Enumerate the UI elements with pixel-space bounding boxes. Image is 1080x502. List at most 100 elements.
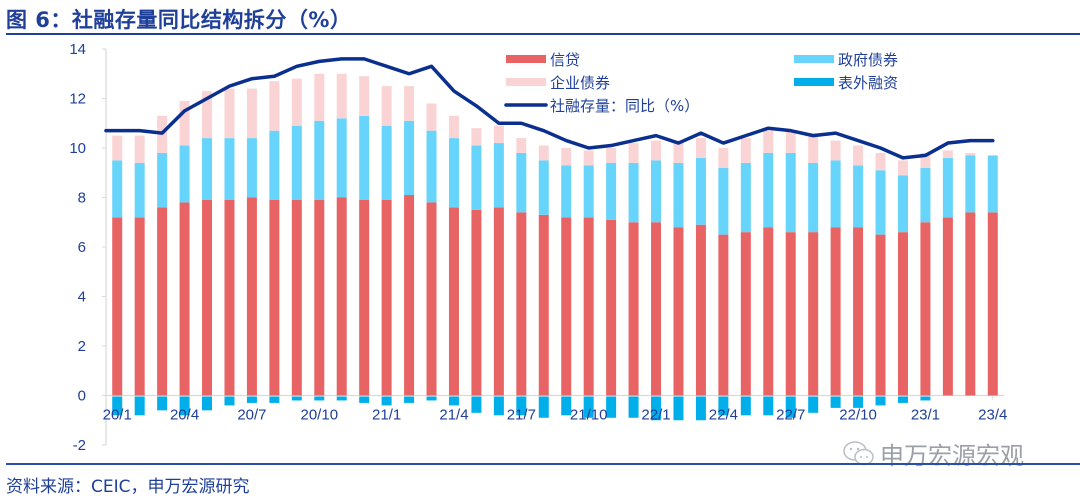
source-note: 资料来源：CEIC，申万宏源研究	[6, 477, 250, 497]
x-tick-label: 21/7	[507, 407, 536, 424]
bar-off-balance	[202, 396, 213, 411]
bar-gov-bonds	[448, 138, 459, 208]
bar-gov-bonds	[651, 160, 662, 223]
bar-corp-bonds	[246, 88, 257, 139]
x-tick-label: 20/7	[237, 407, 266, 424]
bar-corp-bonds	[404, 86, 415, 121]
legend-swatch-gov_bonds	[794, 55, 834, 63]
bar-off-balance	[740, 396, 751, 416]
legend-label-off_balance: 表外融资	[838, 74, 898, 92]
bar-credit	[404, 195, 415, 396]
bar-off-balance	[763, 396, 774, 416]
bar-corp-bonds	[561, 148, 572, 166]
bar-gov-bonds	[718, 167, 729, 235]
bar-gov-bonds	[942, 157, 953, 218]
bar-corp-bonds	[651, 140, 662, 161]
bar-off-balance	[179, 396, 190, 416]
bar-corp-bonds	[134, 135, 145, 163]
bar-gov-bonds	[359, 115, 370, 200]
chart-line-layer	[104, 57, 995, 160]
bar-corp-bonds	[942, 150, 953, 158]
legend-label-corp_bonds: 企业债券	[550, 74, 610, 92]
bar-off-balance	[448, 396, 459, 406]
bar-corp-bonds	[606, 148, 617, 163]
bar-credit	[426, 202, 437, 396]
y-tick-label: 14	[69, 41, 86, 58]
bar-off-balance	[134, 396, 145, 416]
bar-gov-bonds	[673, 162, 684, 228]
bar-credit	[718, 234, 729, 396]
bar-gov-bonds	[157, 152, 168, 208]
x-tick-label: 23/4	[978, 407, 1007, 424]
bar-credit	[336, 197, 347, 396]
y-tick-label: 2	[78, 338, 86, 355]
bar-off-balance	[673, 396, 684, 421]
y-tick-label: -2	[73, 437, 86, 454]
bar-corp-bonds	[112, 135, 123, 161]
bar-corp-bonds	[493, 125, 504, 144]
y-tick-label: 4	[78, 289, 86, 306]
bar-gov-bonds	[987, 155, 998, 213]
bar-corp-bonds	[224, 88, 235, 139]
bar-credit	[314, 199, 325, 396]
bar-gov-bonds	[381, 125, 392, 200]
bar-corp-bonds	[471, 128, 482, 146]
title-divider	[6, 33, 1080, 35]
bar-off-balance	[157, 396, 168, 411]
bar-off-balance	[651, 396, 662, 421]
bar-corp-bonds	[695, 138, 706, 158]
bar-gov-bonds	[179, 145, 190, 203]
bar-credit	[965, 212, 976, 396]
bar-credit	[830, 227, 841, 396]
y-tick-label: 0	[78, 388, 86, 405]
legend-swatch-corp_bonds	[506, 78, 546, 86]
bar-corp-bonds	[291, 78, 302, 126]
bar-credit	[516, 212, 527, 396]
bar-credit	[359, 199, 370, 396]
x-tick-label: 20/10	[301, 407, 339, 424]
bar-corp-bonds	[381, 86, 392, 126]
bar-credit	[853, 227, 864, 396]
bar-credit	[134, 217, 145, 396]
bar-credit	[897, 232, 908, 396]
bar-gov-bonds	[538, 160, 549, 215]
bar-off-balance	[224, 396, 235, 406]
bar-off-balance	[314, 396, 325, 401]
bar-corp-bonds	[920, 152, 931, 168]
chart-ticks: 14 12 10 8 6 4 2 0 -2 20/1 20/4 20/7 20/10 21/1 21/4 21…	[69, 41, 1007, 454]
bar-off-balance	[695, 396, 706, 421]
x-tick-label: 21/1	[372, 407, 401, 424]
bar-gov-bonds	[314, 120, 325, 200]
bar-off-balance	[628, 396, 639, 418]
bar-corp-bonds	[875, 152, 886, 171]
bar-corp-bonds	[853, 145, 864, 166]
bar-credit	[224, 199, 235, 396]
page-title: 图 6：社融存量同比结构拆分（%）	[6, 8, 352, 32]
bar-corp-bonds	[718, 148, 729, 168]
x-tick-label: 20/1	[103, 407, 132, 424]
legend-label-gov_bonds: 政府债券	[838, 51, 898, 69]
bar-credit	[112, 217, 123, 396]
bar-credit	[448, 207, 459, 396]
bar-corp-bonds	[965, 152, 976, 156]
bar-off-balance	[246, 396, 257, 403]
x-tick-label: 20/4	[170, 407, 199, 424]
bar-credit	[583, 217, 594, 396]
bar-off-balance	[291, 396, 302, 401]
bar-off-balance	[493, 396, 504, 416]
bar-corp-bonds	[897, 160, 908, 176]
bar-credit	[471, 209, 482, 396]
bar-off-balance	[336, 396, 347, 401]
bar-corp-bonds	[583, 150, 594, 166]
bar-gov-bonds	[695, 157, 706, 225]
bar-gov-bonds	[246, 138, 257, 198]
bar-credit	[157, 207, 168, 396]
x-tick-label: 22/1	[641, 407, 670, 424]
x-tick-label: 21/4	[439, 407, 468, 424]
bar-gov-bonds	[291, 125, 302, 200]
bar-off-balance	[359, 396, 370, 403]
bar-gov-bonds	[875, 170, 886, 235]
bar-off-balance	[583, 396, 594, 418]
